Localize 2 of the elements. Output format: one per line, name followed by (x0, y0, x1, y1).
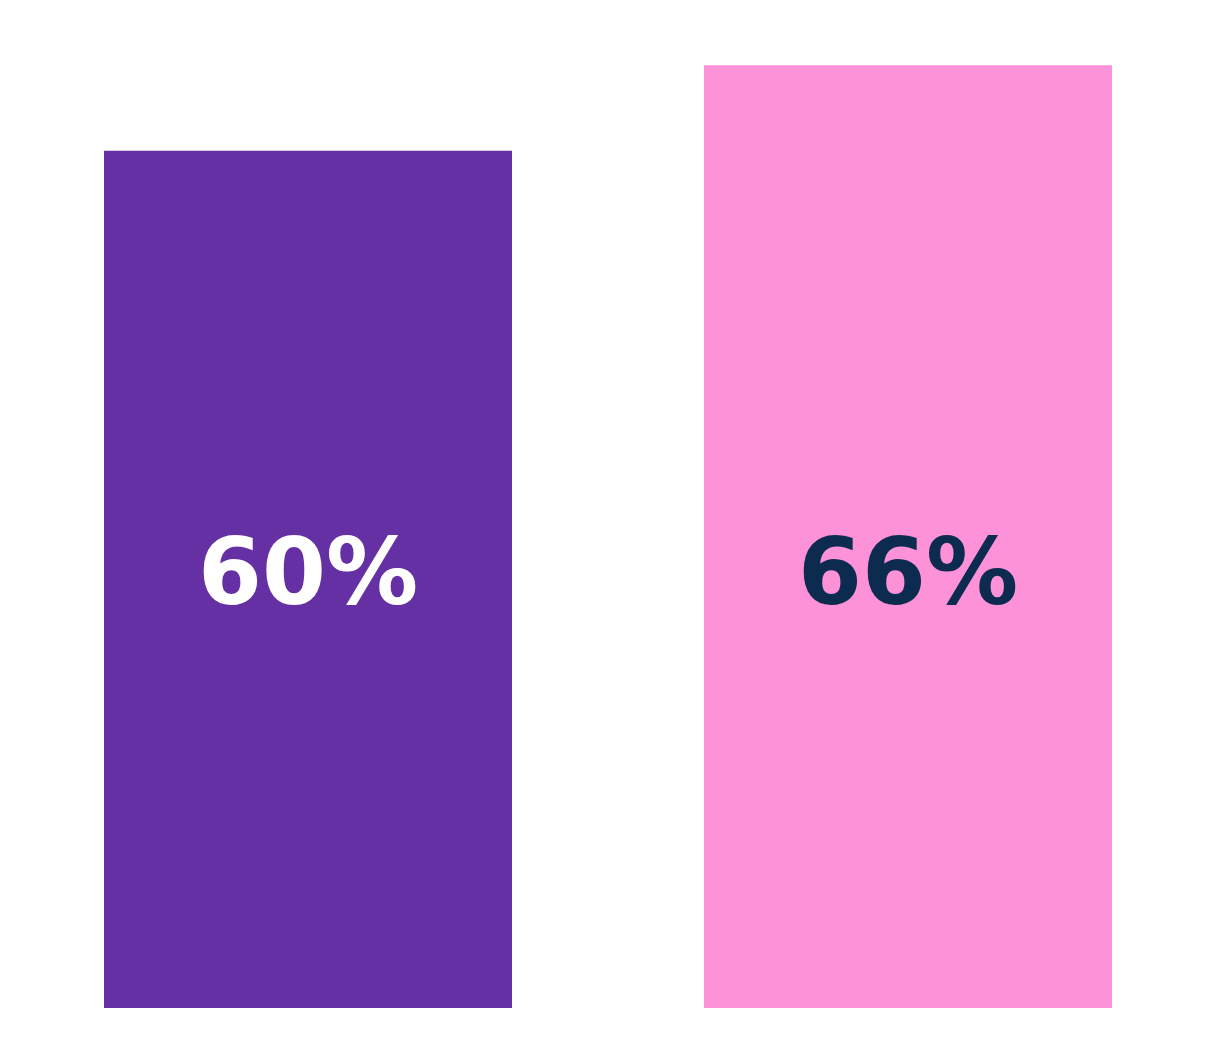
data-label: 60% (197, 518, 419, 626)
data-label: 66% (797, 518, 1019, 626)
